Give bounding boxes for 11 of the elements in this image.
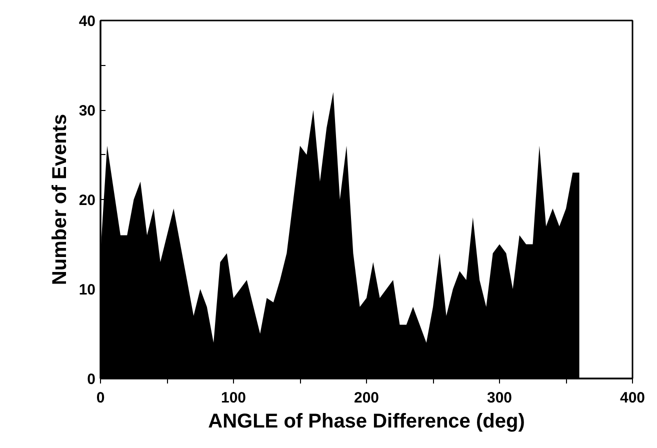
x-tick-label: 200 <box>354 390 380 406</box>
y-tick-label: 20 <box>78 192 96 209</box>
y-tick-label: 30 <box>78 102 96 120</box>
x-axis-title: ANGLE of Phase Difference (deg) <box>208 410 525 432</box>
x-tick-label: 100 <box>220 390 246 406</box>
y-tick-label: 10 <box>78 282 96 298</box>
y-axis-title: Number of Events <box>48 114 71 286</box>
x-tick-label: 300 <box>486 390 512 406</box>
y-tick-label: 40 <box>78 13 96 30</box>
y-tick-label: 0 <box>87 371 96 388</box>
x-tick-label: 400 <box>620 390 646 406</box>
